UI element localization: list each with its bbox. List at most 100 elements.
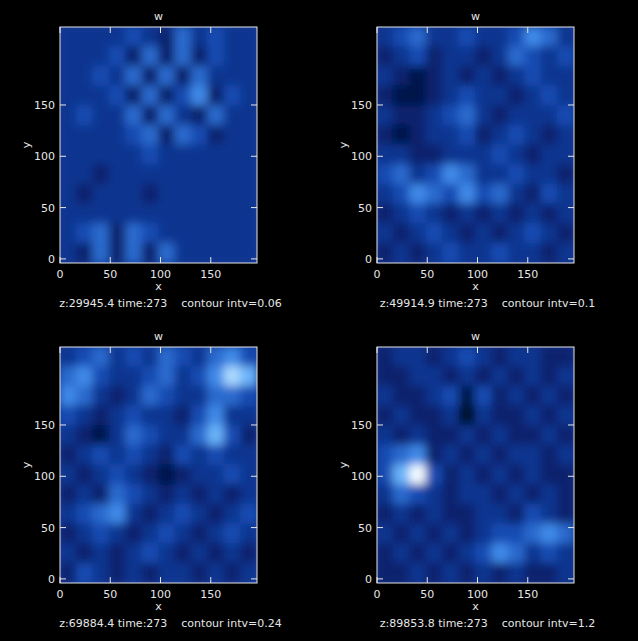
cell: [541, 164, 558, 185]
x-tick: [110, 27, 111, 33]
x-tick: [527, 577, 528, 583]
cell: [557, 46, 574, 67]
cell: [442, 223, 459, 244]
cell: [92, 445, 109, 466]
cell: [174, 125, 191, 146]
cell: [142, 223, 159, 244]
y-tick: [568, 578, 574, 579]
cell: [109, 46, 126, 67]
cell: [508, 125, 525, 146]
cell: [426, 184, 443, 205]
cell: [508, 145, 525, 166]
cell: [158, 563, 175, 583]
x-tick-label: 0: [57, 268, 64, 281]
y-tick: [251, 424, 257, 425]
cell: [377, 524, 394, 545]
y-tick: [377, 207, 383, 208]
cell: [224, 164, 241, 185]
cell: [158, 425, 175, 446]
cell: [393, 145, 410, 166]
cell: [224, 445, 241, 466]
cell: [207, 86, 224, 107]
y-tick-label: 100: [351, 470, 372, 483]
cell: [207, 145, 224, 166]
cell: [158, 164, 175, 185]
cell: [409, 386, 426, 407]
cell: [459, 465, 476, 486]
cell: [207, 366, 224, 387]
cell: [524, 164, 541, 185]
cell: [442, 145, 459, 166]
cell: [109, 386, 126, 407]
cell: [191, 204, 208, 225]
x-tick: [427, 27, 428, 33]
cell: [541, 125, 558, 146]
cell: [109, 243, 126, 263]
cell: [475, 66, 492, 87]
figure: 050100150050100150wxyz:29945.4 time:273 …: [0, 0, 638, 641]
cell: [207, 184, 224, 205]
y-tick: [60, 424, 66, 425]
cell: [109, 406, 126, 427]
cell: [76, 504, 93, 525]
x-tick-label: 150: [200, 588, 221, 601]
cell: [508, 563, 525, 583]
cell: [426, 66, 443, 87]
cell: [158, 184, 175, 205]
y-tick: [377, 476, 383, 477]
cell: [240, 504, 257, 525]
cell: [442, 243, 459, 263]
cell: [207, 445, 224, 466]
x-tick-label: 0: [374, 268, 381, 281]
x-tick: [377, 27, 378, 33]
cell: [142, 347, 159, 367]
cell: [442, 347, 459, 367]
cell: [459, 484, 476, 505]
y-tick-label: 100: [351, 150, 372, 163]
cell: [142, 504, 159, 525]
cell: [76, 445, 93, 466]
cell: [459, 66, 476, 87]
cell: [426, 46, 443, 67]
y-tick: [251, 527, 257, 528]
cell: [459, 543, 476, 564]
cell: [109, 204, 126, 225]
cell: [92, 425, 109, 446]
x-tick-label: 150: [517, 268, 538, 281]
cell: [92, 86, 109, 107]
x-tick: [210, 257, 211, 263]
cell: [174, 204, 191, 225]
cell: [524, 66, 541, 87]
y-tick: [60, 156, 66, 157]
cell: [475, 386, 492, 407]
cell: [459, 563, 476, 583]
x-tick: [477, 577, 478, 583]
cell: [158, 445, 175, 466]
cell: [541, 27, 558, 47]
y-tick-label: 150: [34, 419, 55, 432]
x-tick: [110, 577, 111, 583]
y-tick-label: 100: [34, 470, 55, 483]
cell: [224, 145, 241, 166]
cell: [459, 223, 476, 244]
cell: [508, 27, 525, 47]
y-tick: [60, 207, 66, 208]
cell: [393, 347, 410, 367]
x-tick: [527, 27, 528, 33]
x-tick-label: 150: [200, 268, 221, 281]
cell: [207, 465, 224, 486]
plot-area: [60, 347, 257, 583]
cell: [393, 184, 410, 205]
cell: [377, 204, 394, 225]
cell: [541, 145, 558, 166]
frame: [60, 27, 257, 263]
cell: [92, 386, 109, 407]
cell: [508, 445, 525, 466]
cell: [491, 366, 508, 387]
cell: [475, 366, 492, 387]
cell: [240, 105, 257, 126]
cells: [60, 27, 257, 263]
cell: [240, 386, 257, 407]
cell: [426, 366, 443, 387]
cell: [60, 164, 77, 185]
